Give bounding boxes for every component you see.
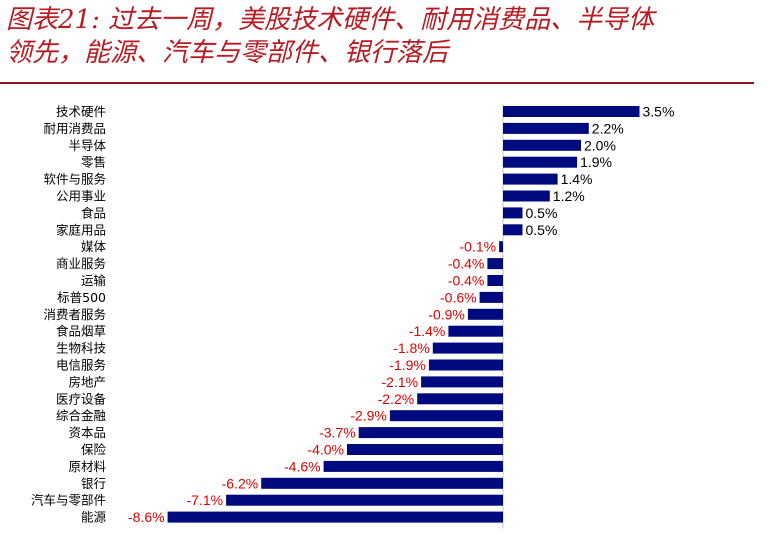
title-line-2: 领先，能源、汽车与零部件、银行落后: [6, 38, 449, 68]
data-label: -0.6%: [440, 289, 477, 305]
category-label: 生物科技: [56, 341, 107, 356]
data-label: -0.9%: [428, 306, 465, 322]
category-label: 家庭用品: [56, 222, 106, 237]
bar: [389, 410, 503, 422]
bar: [421, 376, 503, 388]
bar: [503, 156, 578, 168]
category-label: 零售: [81, 155, 106, 170]
title-line-1: 图表21: 过去一周，美股技术硬件、耐用消费品、半导体: [6, 5, 655, 35]
bar: [503, 139, 581, 151]
category-label: 综合金融: [56, 408, 107, 423]
bar: [503, 207, 523, 219]
data-label: -7.1%: [187, 492, 224, 508]
data-label: -2.2%: [378, 391, 415, 407]
category-label: 软件与服务: [43, 172, 106, 187]
bar: [487, 258, 503, 270]
data-label: -2.9%: [350, 408, 387, 424]
category-label: 公用事业: [56, 189, 106, 204]
bars-layer: 技术硬件 3.5% 耐用消费品 2.2% 半导体 2.0% 零售 1.9% 软件与服务 1.4% 公…: [31, 104, 674, 529]
category-label: 保险: [81, 442, 107, 457]
bar: [503, 106, 640, 117]
data-label: -2.1%: [382, 374, 419, 390]
bar-chart: 技术硬件 3.5% 耐用消费品 2.2% 半导体 2.0% 零售 1.9% 软件与服务 1.4% 公…: [31, 104, 674, 529]
data-label: 3.5%: [643, 104, 675, 120]
data-label: -1.4%: [409, 323, 446, 339]
bar: [503, 190, 550, 202]
category-label: 银行: [81, 476, 106, 491]
bar: [487, 275, 503, 286]
data-label: -4.0%: [307, 442, 344, 458]
chart-title: 图表21: 过去一周，美股技术硬件、耐用消费品、半导体 领先，能源、汽车与零部件…: [6, 4, 756, 70]
bar: [428, 359, 503, 371]
category-label: 运输: [81, 273, 107, 288]
data-label: -4.6%: [284, 458, 321, 474]
category-label: 技术硬件: [56, 104, 106, 119]
bar: [499, 241, 503, 253]
category-label: 医疗设备: [56, 391, 107, 406]
bar: [347, 444, 503, 455]
category-label: 房地产: [68, 374, 106, 389]
data-label: -0.1%: [460, 239, 497, 255]
data-label: 2.2%: [592, 120, 624, 136]
bar: [226, 494, 503, 506]
data-label: -0.4%: [448, 256, 485, 272]
category-label: 能源: [81, 510, 107, 525]
bar: [358, 427, 503, 439]
data-label: -3.7%: [319, 425, 356, 441]
category-label: 商业服务: [56, 256, 106, 271]
bar: [167, 511, 503, 523]
category-label: 半导体: [68, 138, 106, 153]
category-label: 原材料: [68, 459, 106, 474]
category-label: 资本品: [68, 425, 106, 440]
data-label: -6.2%: [222, 475, 259, 491]
bar: [503, 224, 523, 236]
data-label: 1.4%: [561, 171, 593, 187]
data-label: 1.2%: [553, 188, 585, 204]
data-label: -8.6%: [128, 509, 165, 525]
category-label: 食品烟草: [56, 324, 106, 339]
bar: [261, 477, 503, 489]
bar: [503, 122, 589, 134]
bar: [323, 460, 503, 472]
category-label: 消费者服务: [43, 307, 106, 322]
bar: [479, 291, 503, 303]
bar: [417, 393, 503, 405]
category-label: 汽车与零部件: [31, 493, 106, 508]
title-divider: [0, 82, 754, 84]
data-label: -1.9%: [389, 357, 426, 373]
category-label: 媒体: [81, 239, 107, 254]
data-label: 1.9%: [580, 154, 612, 170]
category-label: 电信服务: [56, 358, 106, 373]
bar: [432, 342, 503, 354]
category-label: 标普500: [57, 290, 106, 305]
category-label: 食品: [81, 205, 106, 220]
data-label: -0.4%: [448, 273, 485, 289]
data-label: 0.5%: [526, 205, 558, 221]
bar: [448, 325, 503, 337]
data-label: 0.5%: [526, 222, 558, 238]
bar: [467, 308, 503, 320]
category-label: 耐用消费品: [43, 121, 106, 136]
bar: [503, 173, 558, 185]
data-label: 2.0%: [584, 137, 616, 153]
data-label: -1.8%: [393, 340, 430, 356]
